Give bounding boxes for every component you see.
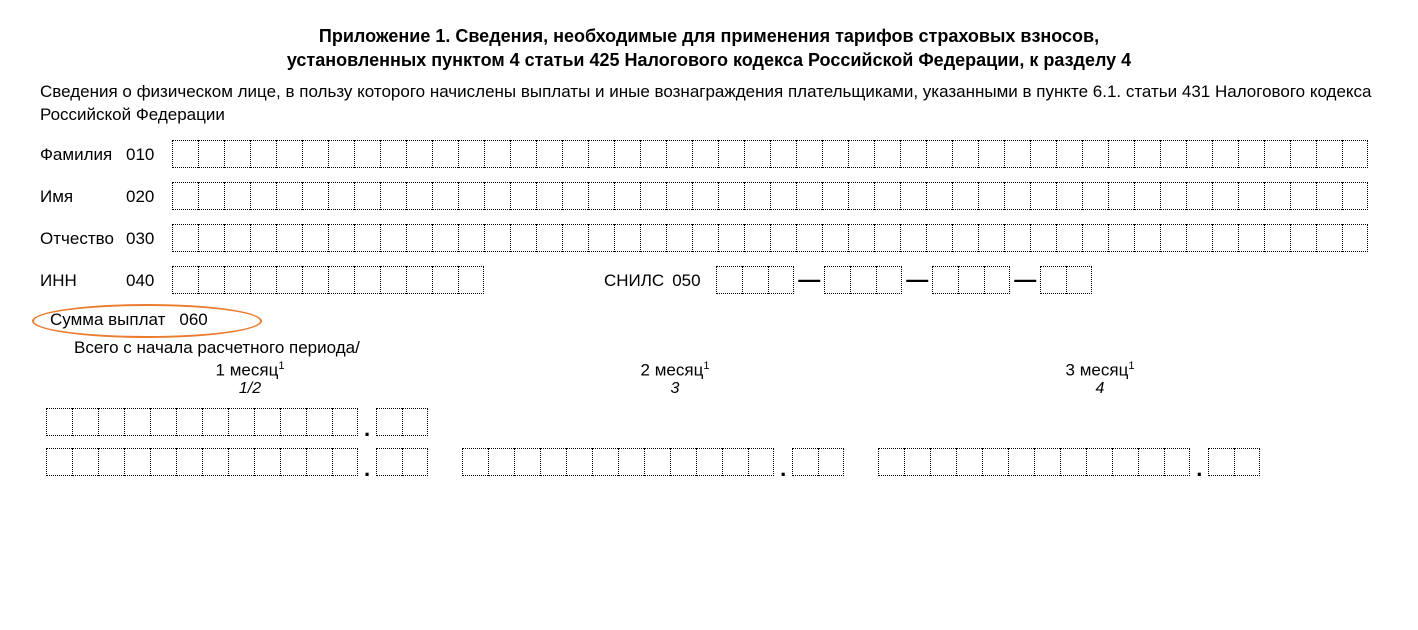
month-col-1: 1 месяц1 1/2 — [40, 360, 460, 398]
code-inn: 040 — [126, 271, 172, 294]
cells-inn[interactable] — [172, 266, 484, 294]
period-label: Всего с начала расчетного периода/ — [74, 338, 1378, 358]
label-inn: ИНН — [40, 271, 126, 294]
row-patronymic: Отчество 030 — [40, 224, 1378, 252]
amount-group[interactable]: . — [46, 408, 428, 436]
title-line-2: установленных пунктом 4 статьи 425 Налог… — [40, 48, 1378, 72]
label-surname: Фамилия — [40, 145, 126, 168]
amount-row-2: ... — [46, 448, 1378, 476]
row-name: Имя 020 — [40, 182, 1378, 210]
amount-row-1: . — [46, 408, 1378, 436]
decimal-dot-icon: . — [358, 462, 376, 476]
amount-block: . ... — [40, 408, 1378, 476]
month-idx-3: 4 — [890, 380, 1310, 398]
cells-surname[interactable] — [172, 140, 1368, 168]
code-snils: 050 — [672, 271, 716, 294]
decimal-dot-icon: . — [358, 422, 376, 436]
label-snils: СНИЛС — [484, 271, 672, 294]
month-idx-2: 3 — [460, 380, 890, 398]
month-col-2: 2 месяц1 3 — [460, 360, 890, 398]
cells-snils[interactable]: — — — — [716, 266, 1092, 294]
dash-icon: — — [1010, 267, 1040, 294]
label-patronymic: Отчество — [40, 229, 126, 252]
dash-icon: — — [794, 267, 824, 294]
dash-icon: — — [902, 267, 932, 294]
amount-group[interactable]: . — [46, 448, 428, 476]
label-sum: Сумма выплат — [40, 310, 165, 330]
code-name: 020 — [126, 187, 172, 210]
month-name-2: 2 месяц1 — [460, 360, 890, 381]
label-name: Имя — [40, 187, 126, 210]
month-idx-1: 1/2 — [40, 380, 460, 398]
amount-group[interactable]: . — [878, 448, 1260, 476]
month-col-3: 3 месяц1 4 — [890, 360, 1310, 398]
form-subtitle: Сведения о физическом лице, в пользу кот… — [40, 81, 1378, 127]
cells-patronymic[interactable] — [172, 224, 1368, 252]
row-sum-highlight: Сумма выплат 060 — [40, 310, 208, 330]
row-surname: Фамилия 010 — [40, 140, 1378, 168]
code-patronymic: 030 — [126, 229, 172, 252]
form-title: Приложение 1. Сведения, необходимые для … — [40, 24, 1378, 73]
months-header: 1 месяц1 1/2 2 месяц1 3 3 месяц1 4 — [40, 360, 1378, 398]
cells-name[interactable] — [172, 182, 1368, 210]
month-name-1: 1 месяц1 — [40, 360, 460, 381]
amount-group[interactable]: . — [462, 448, 844, 476]
month-name-3: 3 месяц1 — [890, 360, 1310, 381]
code-sum: 060 — [165, 310, 207, 330]
decimal-dot-icon: . — [774, 462, 792, 476]
row-inn-snils: ИНН 040 СНИЛС 050 — — — — [40, 266, 1378, 294]
code-surname: 010 — [126, 145, 172, 168]
decimal-dot-icon: . — [1190, 462, 1208, 476]
title-line-1: Приложение 1. Сведения, необходимые для … — [40, 24, 1378, 48]
